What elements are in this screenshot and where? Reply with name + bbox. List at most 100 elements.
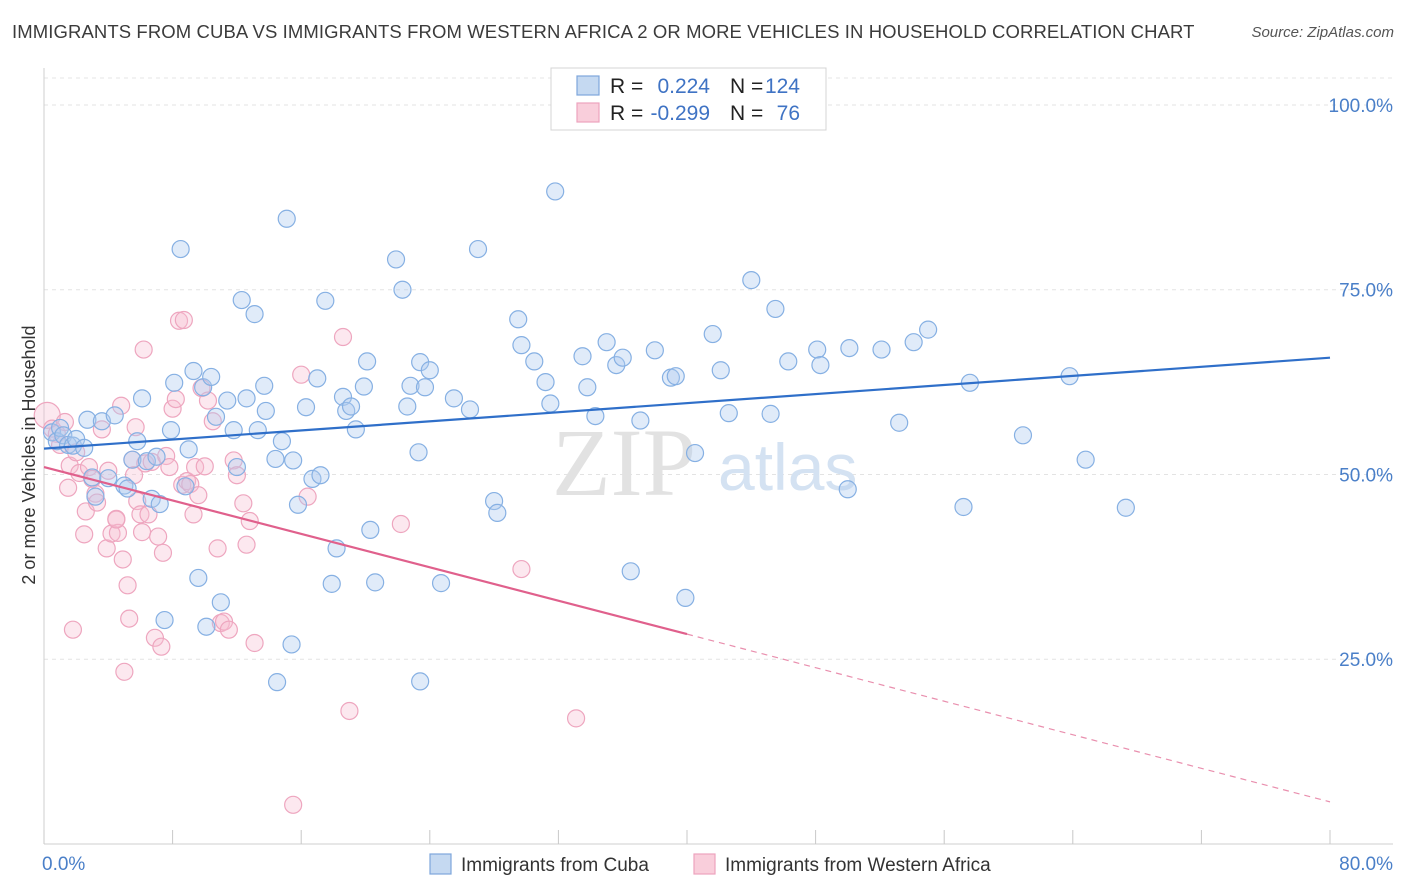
point-wafrica-10 — [75, 525, 94, 544]
point-cuba-111 — [890, 413, 909, 432]
point-wafrica-61 — [237, 535, 256, 554]
legend-n-value-wafrica: 76 — [777, 102, 800, 125]
point-cuba-23 — [155, 610, 174, 630]
point-cuba-36 — [218, 391, 237, 410]
point-wafrica-48 — [186, 457, 205, 477]
point-cuba-88 — [586, 406, 605, 426]
trendline-cuba — [43, 356, 1331, 450]
point-cuba-86 — [573, 347, 592, 366]
point-wafrica-68 — [340, 701, 359, 721]
legend-n-value-cuba: 124 — [765, 75, 800, 98]
y-tick-label-50: 50.0% — [1339, 465, 1393, 486]
trendline-wafrica — [43, 466, 688, 636]
point-cuba-63 — [358, 352, 377, 371]
point-wafrica-18 — [99, 461, 118, 480]
point-cuba-101 — [719, 404, 738, 423]
point-cuba-116 — [1013, 426, 1033, 445]
bottom-legend-swatch-wafrica — [693, 853, 716, 875]
trend-lines — [43, 356, 1331, 803]
point-cuba-82 — [525, 352, 544, 371]
point-cuba-64 — [361, 520, 380, 540]
point-wafrica-65 — [292, 365, 311, 384]
point-cuba-28 — [179, 440, 198, 459]
legend-swatch-wafrica — [576, 102, 600, 123]
point-cuba-61 — [346, 420, 365, 439]
legend-r-value-wafrica: -0.299 — [650, 102, 710, 125]
point-cuba-68 — [398, 397, 417, 416]
point-wafrica-49 — [189, 486, 208, 505]
y-tick-label-100: 100.0% — [1329, 96, 1394, 117]
point-cuba-110 — [872, 340, 891, 359]
point-wafrica-69 — [391, 514, 410, 534]
chart-source: Source: ZipAtlas.com — [1251, 24, 1394, 41]
point-cuba-108 — [838, 480, 857, 499]
point-cuba-103 — [761, 404, 780, 423]
point-wafrica-29 — [128, 491, 147, 511]
point-wafrica-57 — [219, 620, 238, 639]
point-cuba-104 — [766, 299, 785, 319]
point-cuba-7 — [75, 438, 94, 457]
point-cuba-47 — [277, 209, 296, 228]
point-cuba-16 — [123, 450, 142, 469]
point-wafrica-70 — [512, 559, 531, 579]
point-wafrica-35 — [145, 628, 165, 647]
legend-r-label-wafrica: R = — [610, 102, 643, 125]
point-cuba-65 — [366, 573, 385, 592]
y-tick-label-25: 25.0% — [1339, 650, 1393, 671]
point-cuba-78 — [485, 491, 504, 511]
bottom-legend: Immigrants from Cuba Immigrants from Wes… — [429, 853, 991, 876]
stats-legend: R = 0.224 N = 124 R = -0.299 N = 76 — [550, 67, 827, 131]
watermark: ZIP atlas — [552, 409, 857, 516]
point-wafrica-64 — [284, 795, 303, 814]
point-wafrica-42 — [166, 389, 185, 409]
point-cuba-22 — [150, 494, 169, 514]
point-wafrica-26 — [120, 609, 139, 628]
point-cuba-38 — [227, 457, 246, 477]
point-cuba-34 — [206, 407, 226, 426]
point-cuba-13 — [105, 406, 124, 425]
point-cuba-75 — [444, 389, 464, 408]
point-cuba-43 — [255, 376, 274, 395]
legend-r-value-cuba: 0.224 — [657, 75, 710, 98]
y-axis-title: 2 or more Vehicles in Household — [19, 325, 39, 584]
legend-r-label-cuba: R = — [610, 75, 643, 98]
point-cuba-33 — [202, 367, 221, 387]
point-cuba-46 — [272, 432, 292, 451]
point-cuba-10 — [86, 487, 105, 506]
legend-n-label-wafrica: N = — [730, 102, 763, 125]
x-tick-label-max: 80.0% — [1339, 854, 1393, 875]
point-cuba-70 — [409, 443, 428, 462]
point-cuba-54 — [311, 466, 330, 485]
point-cuba-74 — [431, 574, 451, 593]
point-wafrica-41 — [163, 399, 182, 418]
point-cuba-107 — [811, 355, 830, 375]
point-wafrica-73 — [126, 418, 145, 437]
point-cuba-92 — [621, 562, 640, 581]
y-tick-label-75: 75.0% — [1339, 281, 1393, 302]
point-cuba-40 — [237, 389, 256, 408]
legend-n-label-cuba: N = — [730, 75, 763, 98]
axes — [43, 68, 1393, 845]
point-wafrica-12 — [79, 457, 99, 477]
point-cuba-118 — [1076, 450, 1095, 469]
point-cuba-53 — [308, 369, 327, 388]
point-wafrica-23 — [113, 550, 132, 569]
point-cuba-26 — [171, 239, 190, 259]
point-cuba-85 — [546, 182, 565, 201]
point-cuba-77 — [468, 239, 488, 259]
point-wafrica-36 — [149, 527, 168, 546]
point-cuba-69 — [401, 376, 420, 395]
point-cuba-29 — [184, 361, 203, 381]
point-cuba-39 — [232, 290, 251, 310]
y-tick-labels: 25.0% 50.0% 75.0% 100.0% — [1329, 96, 1394, 671]
legend-swatch-cuba — [576, 75, 600, 96]
point-wafrica-54 — [208, 539, 227, 558]
point-cuba-72 — [415, 378, 435, 397]
point-wafrica-7 — [63, 620, 83, 639]
series-wafrica-points — [33, 310, 586, 814]
bottom-legend-swatch-cuba — [429, 853, 452, 875]
point-wafrica-40 — [160, 457, 179, 477]
point-cuba-121 — [411, 672, 430, 691]
point-cuba-81 — [512, 336, 531, 355]
point-cuba-80 — [509, 310, 528, 329]
